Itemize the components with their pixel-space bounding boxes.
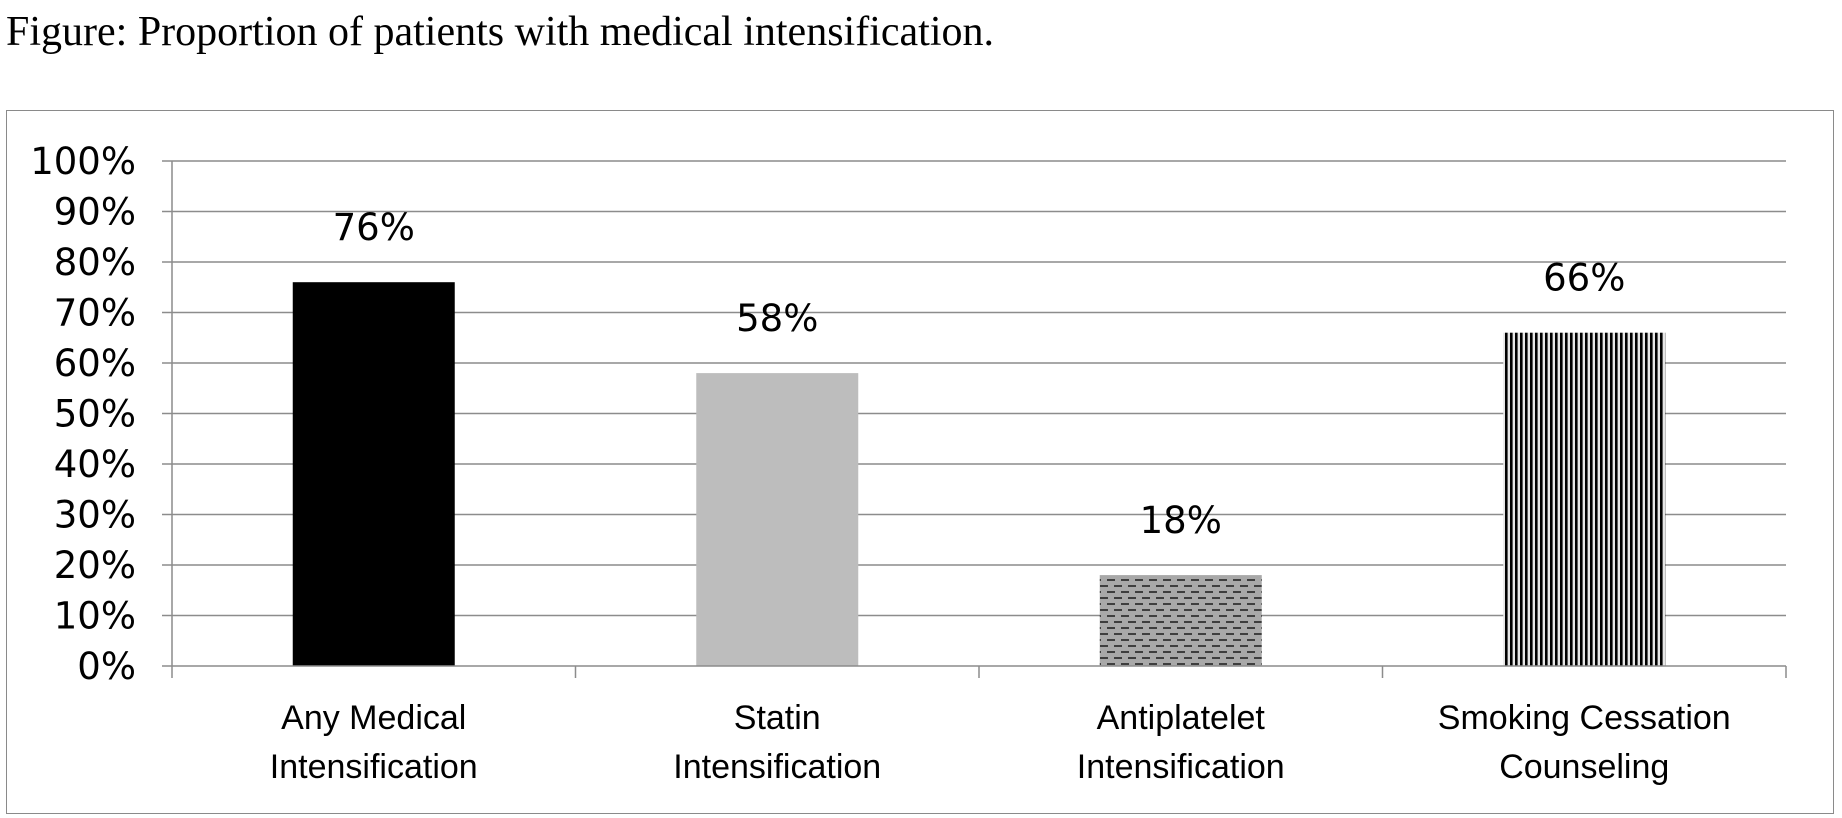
category-label: Intensification [1077,748,1285,786]
y-tick-label: 50% [54,393,136,436]
category-label: Any Medical [281,699,466,737]
y-tick-label: 0% [77,645,136,688]
y-tick-label: 40% [54,443,136,486]
x-axis-categories: Any Medical Intensification Statin Intensif… [270,699,1731,786]
data-label: 18% [1140,499,1222,542]
bar [292,282,455,666]
y-tick-label: 80% [54,241,136,284]
data-labels: 76% 58% 18% 66% [333,206,1626,542]
category-label: Smoking Cessation [1438,699,1731,737]
y-tick-label: 20% [54,544,136,587]
category-label: Intensification [270,748,478,786]
y-tick-label: 70% [54,292,136,335]
y-tick-label: 90% [54,191,136,234]
y-tick-label: 60% [54,342,136,385]
category-label: Antiplatelet [1097,699,1266,737]
y-tick-label: 10% [54,595,136,638]
category-label: Statin [734,699,821,737]
category-label: Counseling [1499,748,1669,786]
figure-caption: Figure: Proportion of patients with medi… [6,9,994,55]
bars [292,282,1666,666]
bar [1503,332,1666,666]
y-axis-ticks: 0% 10% 20% 30% 40% 50% 60% 70% 80% 90% 100% [30,140,136,688]
bar [696,373,859,666]
chart-frame [6,110,1834,814]
y-tick-label: 30% [54,494,136,537]
x-axis [171,161,1787,678]
data-label: 58% [736,297,818,340]
data-label: 76% [333,206,415,249]
bar [1099,575,1262,666]
category-label: Intensification [673,748,881,786]
y-tick-label: 100% [30,140,136,183]
data-label: 66% [1543,257,1625,300]
